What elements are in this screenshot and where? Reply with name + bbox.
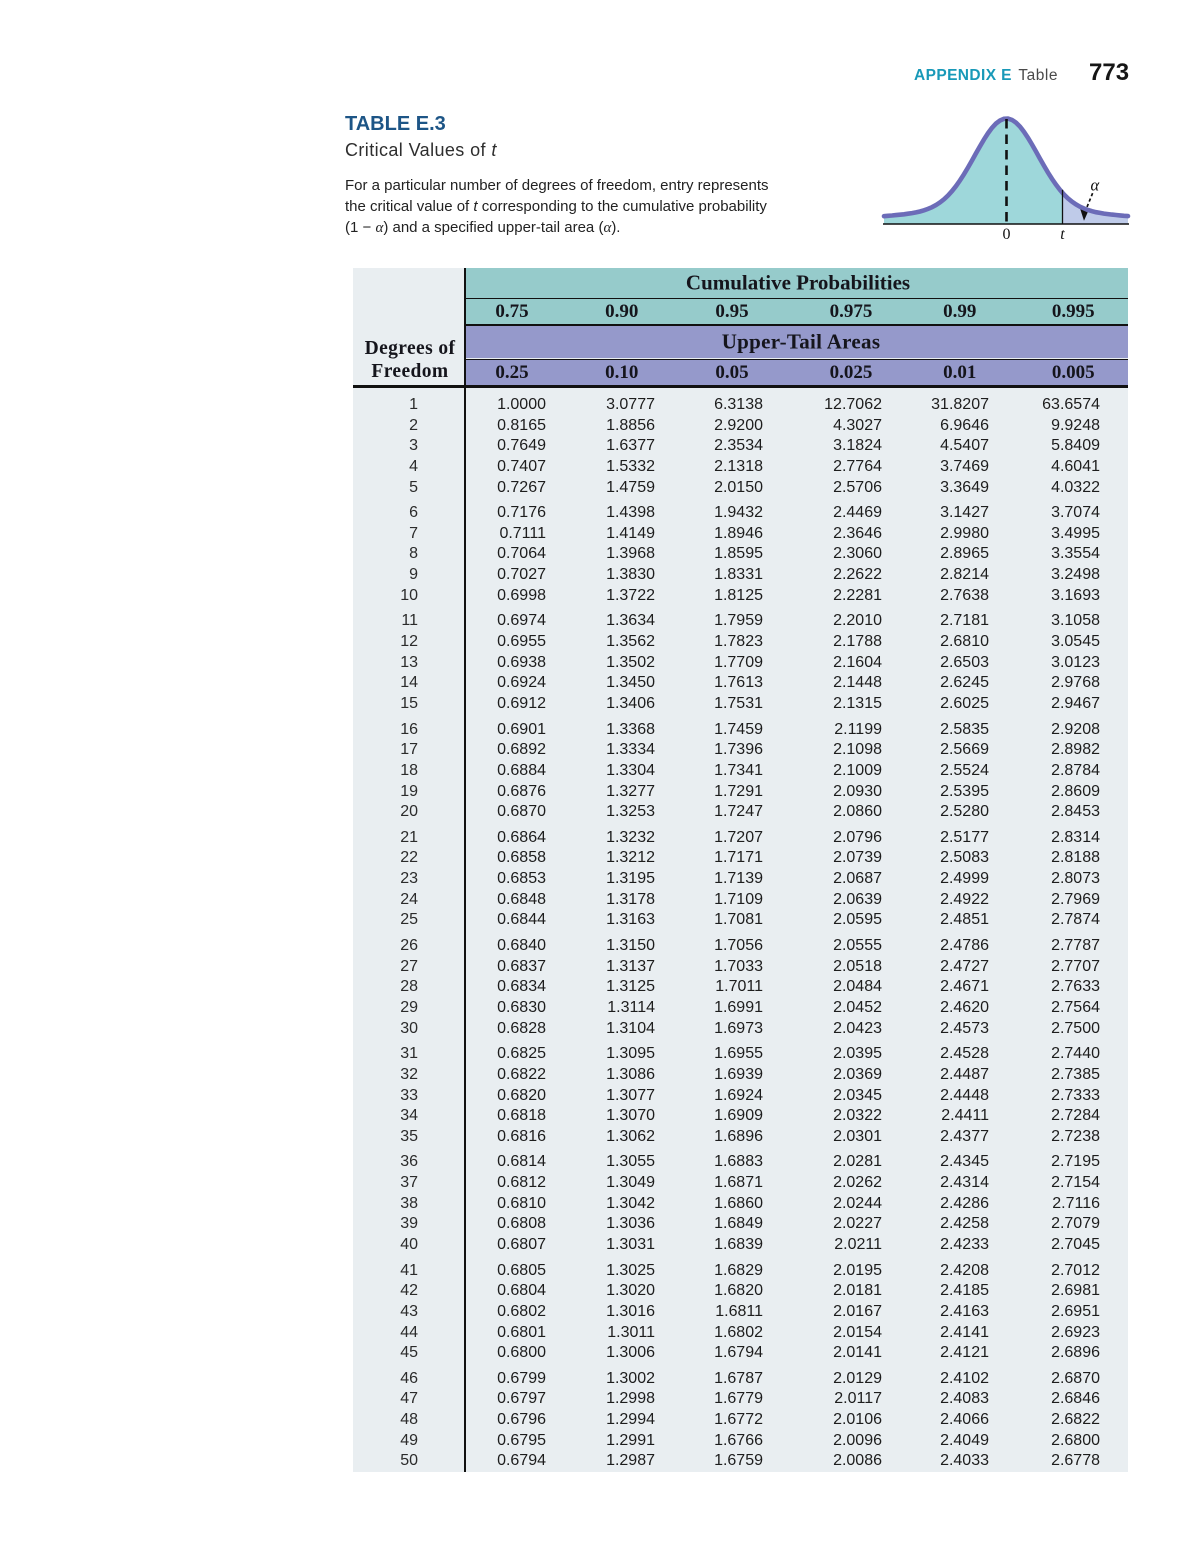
svg-text:0: 0 <box>1003 226 1011 243</box>
svg-text:α: α <box>1090 176 1099 195</box>
svg-text:t: t <box>1060 226 1065 243</box>
